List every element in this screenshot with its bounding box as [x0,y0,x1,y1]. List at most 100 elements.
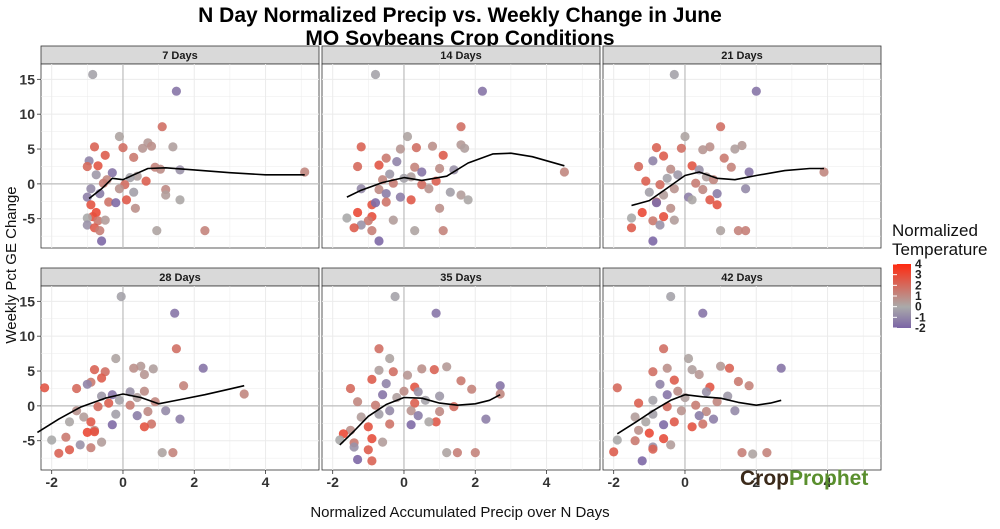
facet-panel: 35 Days -2 0 2 4 [321,267,601,490]
data-point [669,375,679,385]
legend-tick-label: 2 [915,278,922,292]
data-point [712,189,722,199]
panel-background [602,63,882,249]
data-point [146,419,157,429]
data-point [723,391,733,401]
data-point [648,395,658,405]
data-point [634,161,644,172]
data-point [114,184,124,194]
data-point [410,398,420,408]
data-point [463,195,473,205]
data-point [431,417,441,427]
data-point [388,215,398,225]
data-point [381,197,391,207]
data-point [424,184,434,194]
y-tick-label: -5 [23,433,36,449]
data-point [698,145,708,155]
data-point [659,434,669,444]
data-point [378,437,388,447]
data-point [363,445,373,455]
data-point [716,226,726,236]
data-point [655,220,665,230]
data-point [402,131,413,142]
data-point [442,448,452,458]
data-point [673,170,683,180]
data-point [683,353,694,364]
smooth-trend-line [36,384,245,434]
data-point [730,406,740,416]
data-point [139,422,149,432]
data-point [449,402,459,412]
data-point [730,144,740,154]
facet-strip-label: 42 Days [721,272,763,284]
data-point [435,406,445,417]
x-tick-label: 2 [471,474,479,490]
data-point [659,212,669,222]
data-point [97,373,107,383]
data-point [687,161,697,171]
data-point [406,420,416,430]
data-point [157,122,167,132]
smooth-trend-line [631,167,824,207]
data-point [776,363,786,373]
data-point [637,207,647,218]
data-point [111,409,121,419]
data-point [648,444,658,454]
data-point [170,308,180,318]
legend-tick-label: 0 [915,300,922,314]
data-point [733,226,744,236]
y-tick-label: 5 [27,141,35,157]
data-point [370,198,381,208]
data-point [388,367,398,377]
data-point [155,164,165,174]
data-point [111,198,121,208]
data-point [694,369,704,380]
data-point [89,365,100,375]
data-point [200,226,210,236]
data-point [644,187,654,197]
data-point [399,386,409,396]
data-point [659,190,669,200]
data-point [641,417,651,427]
data-point [61,432,71,442]
data-point [93,161,103,171]
data-point [390,291,400,302]
data-point [72,383,82,394]
facet-panels: 7 Days -5 0 5 10 15 14 Days 21 Days 28 Days -5 0 5 1… [19,45,882,490]
scatter-points [82,69,310,246]
data-point [198,363,208,373]
data-point [82,161,92,172]
data-point [737,140,747,151]
data-point [118,143,128,153]
data-point [88,69,98,80]
data-point [669,215,679,225]
data-point [146,141,157,151]
legend-tick-label: 3 [915,268,922,282]
data-point [114,131,124,142]
data-point [435,163,445,174]
data-point [171,86,181,96]
x-tick-label: -2 [326,474,339,490]
data-point [413,411,423,421]
data-point [648,156,658,166]
data-point [402,370,413,380]
facet-panel: 7 Days -5 0 5 10 15 [19,45,320,249]
data-point [349,442,359,452]
data-point [161,406,171,416]
data-point [367,456,377,466]
data-point [698,308,708,318]
data-point [381,379,391,389]
data-point [356,220,366,230]
data-point [86,184,96,194]
data-point [374,365,384,375]
data-point [157,448,167,458]
data-point [630,412,640,422]
data-point [655,180,665,190]
data-point [651,198,662,208]
data-point [79,412,89,422]
data-point [132,411,142,421]
data-point [395,192,405,202]
data-point [751,86,761,96]
data-point [427,141,438,151]
